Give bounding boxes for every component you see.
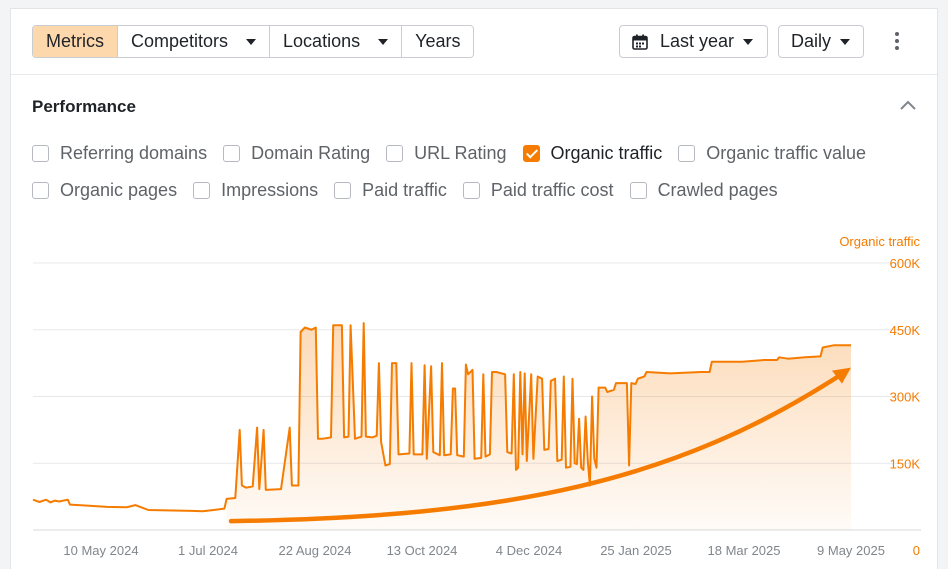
trend-arrow-head [832,367,851,384]
checkbox-icon[interactable] [386,145,404,162]
tab-years-label: Years [415,31,461,51]
checkbox-icon[interactable] [334,182,352,199]
x-tick-label: 4 Dec 2024 [496,543,563,558]
series-area [226,323,852,530]
calendar-icon [632,34,648,50]
chevron-up-icon[interactable] [899,99,917,111]
y-tick-label: 300K [890,390,921,405]
tab-competitors-label: Competitors [131,31,229,51]
y-axis-label: Organic traffic [839,234,920,249]
metric-toggle-url-rating[interactable]: URL Rating [386,143,507,164]
series-line-organic-traffic [32,322,851,513]
metric-label: Organic pages [60,180,178,200]
y-tick-label: 0 [913,543,920,558]
tab-years[interactable]: Years [402,26,474,57]
y-tick-label: 450K [890,323,921,338]
metric-toggle-organic-pages[interactable]: Organic pages [32,180,177,201]
metric-checkbox-row-2: Organic pages Impressions Paid traffic Paid… [32,180,794,201]
tab-locations-label: Locations [283,31,361,51]
metric-label: Crawled pages [657,180,778,200]
y-tick-label: 150K [890,456,921,471]
organic-traffic-chart: 0 150K 300K 450K 600K 10 May 2024 1 Jul 2024 2… [32,234,921,558]
metric-toggle-organic-traffic-value[interactable]: Organic traffic value [678,143,866,164]
tab-metrics-label: Metrics [46,31,104,51]
checkbox-icon[interactable] [678,145,696,162]
metric-label: URL Rating [414,143,507,163]
section-title: Performance [32,97,136,116]
checkbox-icon[interactable] [32,145,49,162]
metric-toggle-paid-traffic-cost[interactable]: Paid traffic cost [462,180,614,201]
metric-toggle-impressions[interactable]: Impressions [193,180,318,201]
caret-down-icon [378,38,389,45]
metric-toggle-paid-traffic[interactable]: Paid traffic [334,180,447,201]
metric-label: Paid traffic [362,180,447,200]
caret-down-icon [246,38,257,45]
metric-label: Organic traffic value [706,143,866,163]
period-dropdown[interactable]: Last year [619,25,768,58]
trend-arrow [228,372,844,524]
checkbox-icon[interactable] [223,145,241,162]
toolbar: Metrics Competitors Locations Years [11,9,937,75]
metric-label: Domain Rating [251,143,371,163]
metric-label: Impressions [221,180,319,200]
metric-label: Paid traffic cost [490,180,614,200]
x-tick-label: 25 Jan 2025 [600,543,672,558]
checkbox-icon[interactable] [193,182,211,199]
tab-competitors[interactable]: Competitors [118,26,271,57]
metric-checkbox-row-1: Referring domains Domain Rating URL Rating… [32,143,882,164]
checkbox-checked-icon[interactable] [522,145,540,162]
x-tick-label: 10 May 2024 [63,543,138,558]
metric-toggle-referring-domains[interactable]: Referring domains [32,143,207,164]
tab-locations[interactable]: Locations [270,26,403,57]
tab-metrics[interactable]: Metrics [33,26,118,57]
granularity-label: Daily [791,31,832,51]
x-tick-label: 18 Mar 2025 [708,543,781,558]
metric-toggle-organic-traffic[interactable]: Organic traffic [522,143,663,164]
performance-card: Metrics Competitors Locations Years [10,8,938,569]
metric-toggle-domain-rating[interactable]: Domain Rating [223,143,370,164]
y-tick-label: 600K [890,256,921,271]
x-tick-label: 22 Aug 2024 [278,543,351,558]
metric-label: Organic traffic [550,143,663,163]
checkbox-icon[interactable] [32,182,49,199]
period-label: Last year [660,31,735,51]
more-vertical-icon[interactable] [889,29,905,53]
x-tick-label: 13 Oct 2024 [387,543,458,558]
checkbox-icon[interactable] [629,182,647,199]
x-tick-label: 9 May 2025 [817,543,885,558]
checkbox-icon[interactable] [462,182,480,199]
granularity-dropdown[interactable]: Daily [778,25,864,58]
x-tick-label: 1 Jul 2024 [178,543,238,558]
caret-down-icon [743,38,754,45]
metric-label: Referring domains [60,143,208,163]
caret-down-icon [840,38,851,45]
view-tabs: Metrics Competitors Locations Years [32,25,475,58]
metric-toggle-crawled-pages[interactable]: Crawled pages [629,180,778,201]
